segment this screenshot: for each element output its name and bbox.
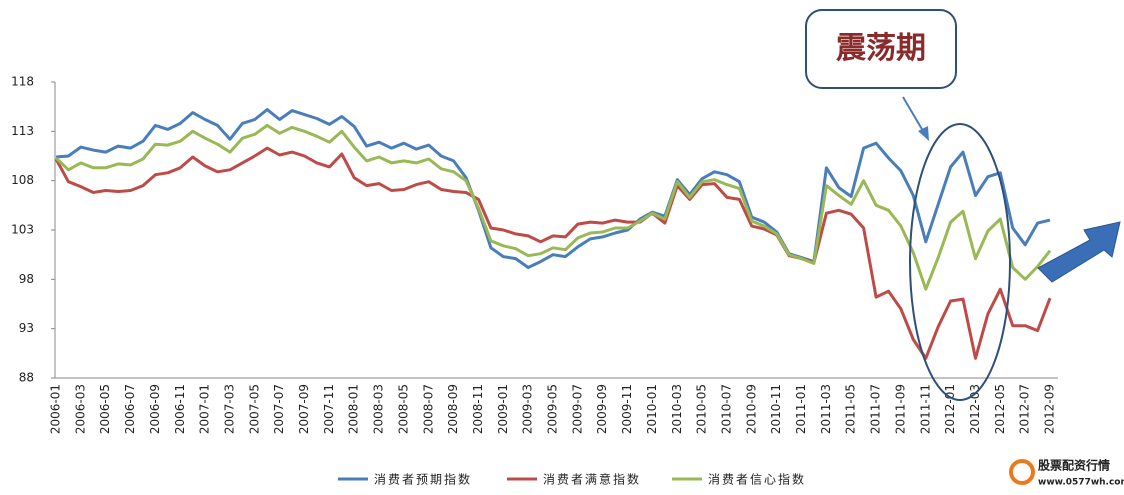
highlight-ellipse: [909, 123, 1011, 401]
x-tick-label: 2010-05: [695, 384, 709, 434]
x-tick-label: 2006-01: [49, 384, 63, 434]
x-tick-label: 2006-03: [73, 384, 87, 434]
x-tick-label: 2009-09: [595, 384, 609, 434]
watermark-name: 股票配资行情: [1038, 458, 1110, 473]
x-tick-label: 2007-05: [247, 384, 261, 434]
x-tick-label: 2009-01: [496, 384, 510, 434]
x-tick-label: 2009-07: [570, 384, 584, 434]
x-tick-label: 2009-11: [620, 384, 634, 434]
series-line: [54, 123, 1052, 291]
plot: 88 93 98 103 108 113 118 2006-01 2006-03 2006-05 2…: [11, 75, 1058, 487]
x-tick-label: 2007-01: [198, 384, 212, 434]
x-tick-label: 2011-01: [794, 384, 808, 434]
x-tick-label: 2010-11: [769, 384, 783, 434]
x-tick-label: 2011-09: [893, 384, 907, 434]
series-line: [54, 146, 1052, 360]
x-tick-label: 2009-05: [546, 384, 560, 434]
y-tick-label: 118: [11, 75, 34, 89]
legend-label: 消费者信心指数: [708, 472, 806, 487]
watermark-url: www.0577wh.com: [1038, 478, 1124, 488]
x-tick-label: 2007-09: [297, 384, 311, 434]
x-tick-label: 2008-01: [347, 384, 361, 434]
y-tick-label: 93: [19, 321, 34, 335]
x-tick-label: 2011-03: [819, 384, 833, 434]
x-tick-label: 2012-03: [968, 384, 982, 434]
x-tick-label: 2011-07: [869, 384, 883, 434]
x-tick-label: 2007-07: [272, 384, 286, 434]
x-tick-label: 2006-05: [98, 384, 112, 434]
x-tick-label: 2012-01: [943, 384, 957, 434]
x-tick-label: 2012-05: [993, 384, 1007, 434]
x-tick-label: 2008-11: [471, 384, 485, 434]
x-tick-label: 2008-09: [446, 384, 460, 434]
trend-arrow: [1037, 221, 1121, 283]
x-tick-label: 2008-05: [396, 384, 410, 434]
annotation-box: [805, 9, 957, 89]
x-tick-label: 2010-03: [670, 384, 684, 434]
x-tick-label: 2012-07: [1018, 384, 1032, 434]
series-line: [55, 108, 1051, 269]
y-tick-label: 108: [11, 173, 34, 187]
annotation-text: 震荡期: [836, 31, 926, 66]
x-tick-label: 2009-03: [521, 384, 535, 434]
y-tick-label: 88: [19, 371, 34, 385]
x-tick-label: 2007-03: [222, 384, 236, 434]
y-tick-label: 113: [11, 124, 34, 138]
x-tick-label: 2011-05: [844, 384, 858, 434]
x-tick-label: 2010-09: [744, 384, 758, 434]
x-tick-label: 2008-03: [372, 384, 386, 434]
y-tick-label: 98: [19, 272, 34, 286]
x-tick-label: 2006-09: [148, 384, 162, 434]
legend-label: 消费者预期指数: [374, 472, 472, 487]
x-tick-label: 2008-07: [421, 384, 435, 434]
x-tick-label: 2011-11: [918, 384, 932, 434]
x-tick-label: 2006-11: [173, 384, 187, 434]
x-tick-label: 2012-09: [1043, 384, 1057, 434]
x-tick-label: 2006-07: [123, 384, 137, 434]
watermark: 股票配资行情 www.0577wh.com: [1009, 458, 1124, 488]
y-tick-label: 103: [11, 223, 34, 237]
watermark-logo: [1009, 459, 1035, 485]
x-tick-label: 2010-07: [719, 384, 733, 434]
annotation-arrow-head: [918, 126, 929, 141]
x-tick-label: 2007-11: [322, 384, 336, 434]
legend-label: 消费者满意指数: [543, 472, 641, 487]
x-tick-label: 2010-01: [645, 384, 659, 434]
